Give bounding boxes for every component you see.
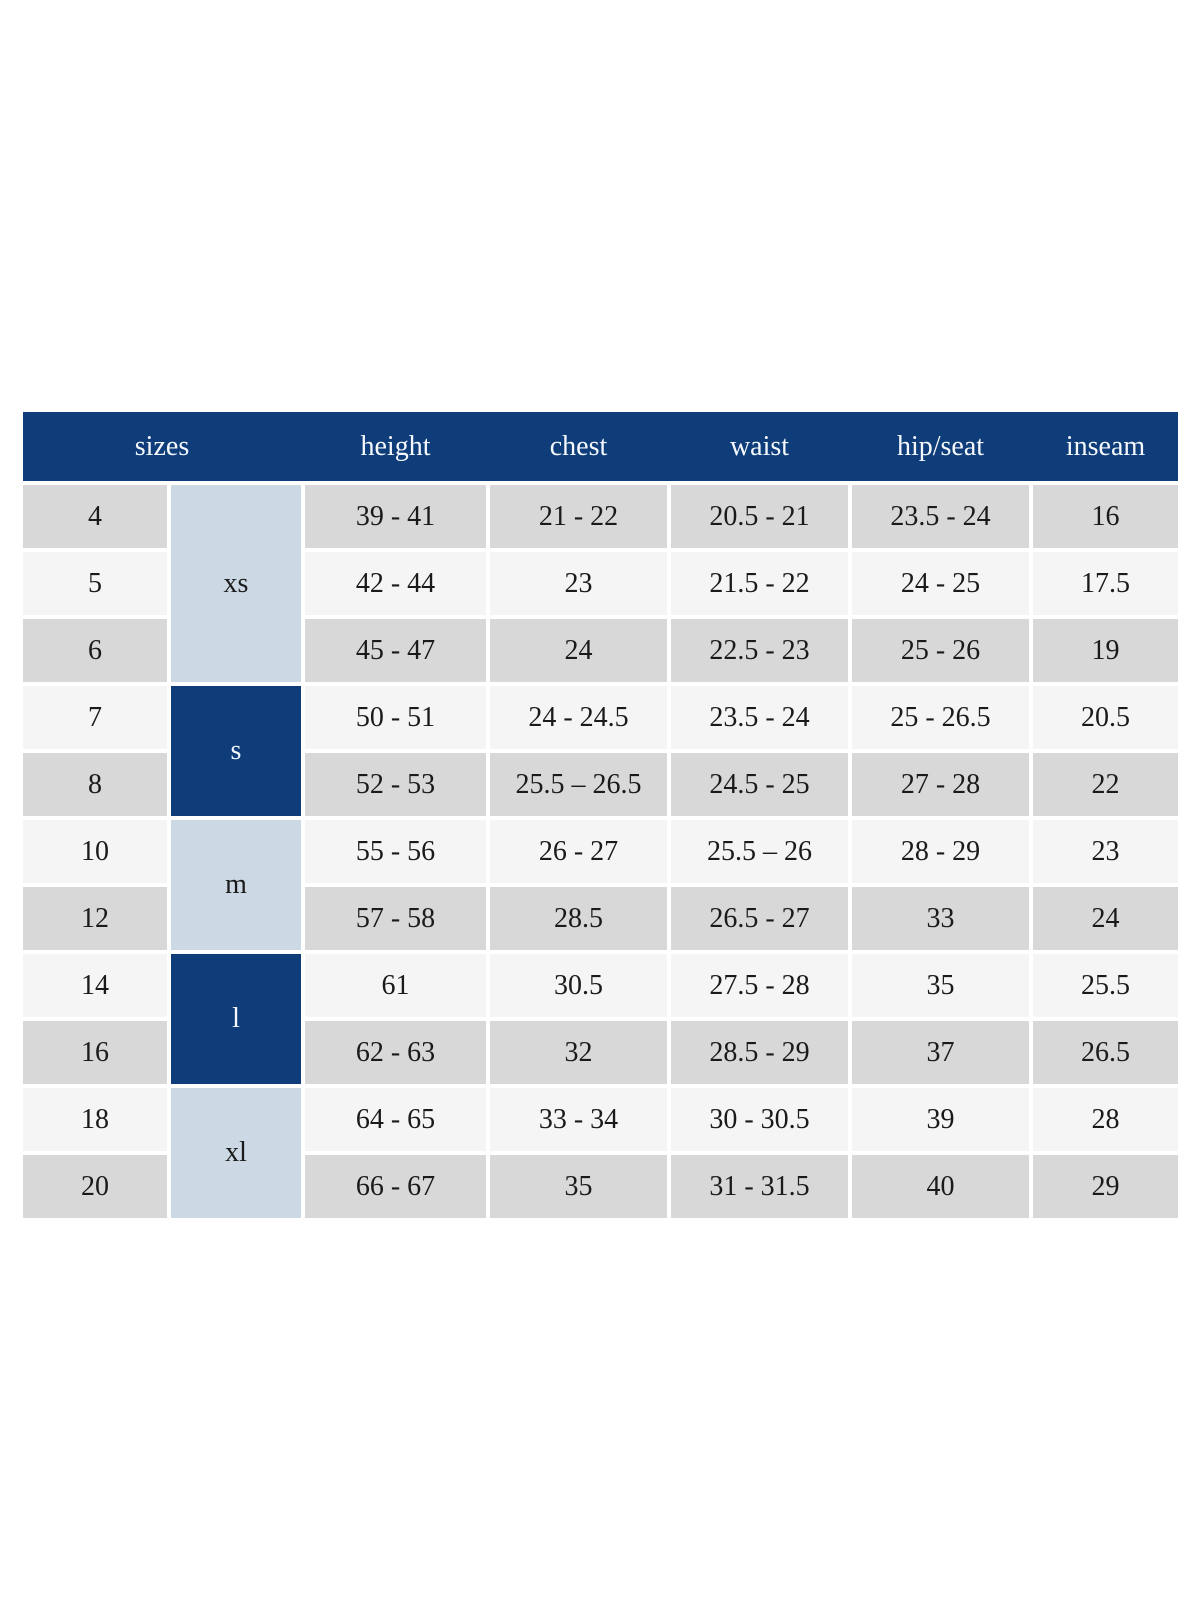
cell-chest: 28.5: [490, 887, 667, 950]
header-cell-hip-seat: hip/seat: [896, 430, 985, 462]
cell-height: 42 - 44: [305, 552, 486, 615]
size-group-cell-xs: xs: [171, 485, 301, 682]
cell-height: 61: [305, 954, 486, 1017]
cell-size: 8: [23, 753, 167, 816]
cell-size: 10: [23, 820, 167, 883]
header-cell-waist: waist: [729, 430, 790, 462]
cell-chest: 32: [490, 1021, 667, 1084]
cell-waist: 22.5 - 23: [671, 619, 848, 682]
size-group-cell-xl: xl: [171, 1088, 301, 1218]
cell-waist: 21.5 - 22: [671, 552, 848, 615]
cell-height: 39 - 41: [305, 485, 486, 548]
cell-size: 6: [23, 619, 167, 682]
cell-height: 45 - 47: [305, 619, 486, 682]
cell-size: 18: [23, 1088, 167, 1151]
cell-height: 55 - 56: [305, 820, 486, 883]
header-cell-sizes: sizes: [134, 430, 190, 462]
cell-size: 7: [23, 686, 167, 749]
cell-hip-seat: 24 - 25: [852, 552, 1029, 615]
cell-inseam: 22: [1033, 753, 1178, 816]
size-group-cell-l: l: [171, 954, 301, 1084]
header-cell-inseam: inseam: [1065, 430, 1146, 462]
cell-inseam: 23: [1033, 820, 1178, 883]
cell-hip-seat: 33: [852, 887, 1029, 950]
cell-inseam: 29: [1033, 1155, 1178, 1218]
cell-hip-seat: 40: [852, 1155, 1029, 1218]
cell-chest: 30.5: [490, 954, 667, 1017]
cell-inseam: 24: [1033, 887, 1178, 950]
cell-size: 20: [23, 1155, 167, 1218]
cell-inseam: 28: [1033, 1088, 1178, 1151]
cell-hip-seat: 28 - 29: [852, 820, 1029, 883]
cell-inseam: 25.5: [1033, 954, 1178, 1017]
header-cell-height: height: [360, 430, 431, 462]
cell-height: 57 - 58: [305, 887, 486, 950]
cell-size: 5: [23, 552, 167, 615]
cell-size: 14: [23, 954, 167, 1017]
cell-size: 4: [23, 485, 167, 548]
cell-waist: 25.5 – 26: [671, 820, 848, 883]
cell-hip-seat: 25 - 26: [852, 619, 1029, 682]
header-cell-chest: chest: [549, 430, 608, 462]
cell-inseam: 17.5: [1033, 552, 1178, 615]
cell-hip-seat: 37: [852, 1021, 1029, 1084]
cell-chest: 23: [490, 552, 667, 615]
cell-waist: 26.5 - 27: [671, 887, 848, 950]
cell-size: 12: [23, 887, 167, 950]
cell-height: 50 - 51: [305, 686, 486, 749]
cell-chest: 33 - 34: [490, 1088, 667, 1151]
size-group-cell-s: s: [171, 686, 301, 816]
cell-hip-seat: 25 - 26.5: [852, 686, 1029, 749]
cell-waist: 20.5 - 21: [671, 485, 848, 548]
cell-chest: 24 - 24.5: [490, 686, 667, 749]
cell-waist: 23.5 - 24: [671, 686, 848, 749]
table-header-row: sizes height chest waist hip/seat inseam: [23, 412, 1178, 481]
cell-hip-seat: 35: [852, 954, 1029, 1017]
cell-height: 64 - 65: [305, 1088, 486, 1151]
cell-inseam: 19: [1033, 619, 1178, 682]
cell-waist: 31 - 31.5: [671, 1155, 848, 1218]
cell-waist: 24.5 - 25: [671, 753, 848, 816]
cell-waist: 27.5 - 28: [671, 954, 848, 1017]
cell-chest: 35: [490, 1155, 667, 1218]
cell-waist: 28.5 - 29: [671, 1021, 848, 1084]
cell-chest: 24: [490, 619, 667, 682]
size-chart-table: sizes height chest waist hip/seat inseam…: [23, 412, 1178, 1218]
cell-chest: 26 - 27: [490, 820, 667, 883]
cell-height: 66 - 67: [305, 1155, 486, 1218]
cell-chest: 21 - 22: [490, 485, 667, 548]
cell-inseam: 16: [1033, 485, 1178, 548]
table-body: xs s m l xl 4 39 - 41 21 - 22 20.5 - 21 …: [23, 485, 1178, 1218]
size-group-cell-m: m: [171, 820, 301, 950]
cell-height: 52 - 53: [305, 753, 486, 816]
cell-inseam: 20.5: [1033, 686, 1178, 749]
cell-size: 16: [23, 1021, 167, 1084]
cell-waist: 30 - 30.5: [671, 1088, 848, 1151]
cell-hip-seat: 39: [852, 1088, 1029, 1151]
cell-inseam: 26.5: [1033, 1021, 1178, 1084]
cell-hip-seat: 27 - 28: [852, 753, 1029, 816]
cell-chest: 25.5 – 26.5: [490, 753, 667, 816]
cell-height: 62 - 63: [305, 1021, 486, 1084]
cell-hip-seat: 23.5 - 24: [852, 485, 1029, 548]
